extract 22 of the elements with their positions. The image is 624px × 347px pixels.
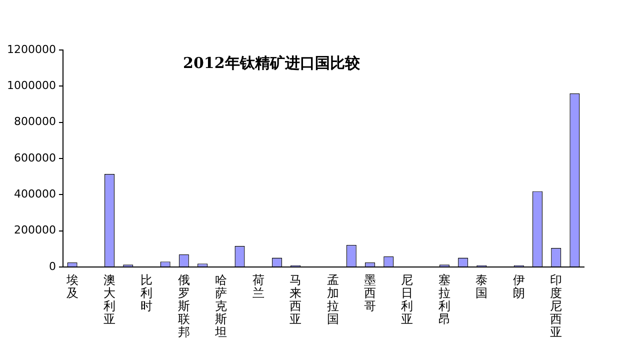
- y-tick-label: 800000: [14, 115, 56, 128]
- x-tick-label: 尼日利亚: [401, 273, 414, 326]
- y-tick-label: 200000: [14, 224, 56, 237]
- x-tick-label: 哈萨克斯坦: [214, 273, 228, 340]
- y-tick-label: 600000: [14, 151, 56, 164]
- x-tick-label: 荷兰: [252, 273, 264, 300]
- x-tick-label: 印度尼西亚: [550, 273, 562, 340]
- y-tick-label: 400000: [14, 188, 56, 201]
- x-tick-label: 比利时: [140, 273, 153, 314]
- x-tick-label: 孟加拉国: [326, 273, 339, 326]
- y-tick-label: 1200000: [6, 42, 56, 56]
- x-tick-label: 塞拉利昂: [438, 273, 450, 326]
- x-tick-label: 墨西哥: [364, 273, 376, 314]
- x-tick-label: 俄罗斯联邦: [178, 273, 190, 340]
- x-tick-label: 泰国: [476, 273, 488, 300]
- x-tick-label: 埃及: [65, 273, 78, 300]
- x-tick-label: 伊朗: [512, 273, 525, 300]
- y-tick-label: 0: [48, 260, 56, 273]
- chart-title: 2012年钛精矿进口国比较: [183, 54, 361, 72]
- y-tick-label: 1000000: [6, 79, 56, 92]
- x-tick-label: 澳大利亚: [104, 273, 116, 326]
- x-tick-label: 马来西亚: [290, 273, 302, 326]
